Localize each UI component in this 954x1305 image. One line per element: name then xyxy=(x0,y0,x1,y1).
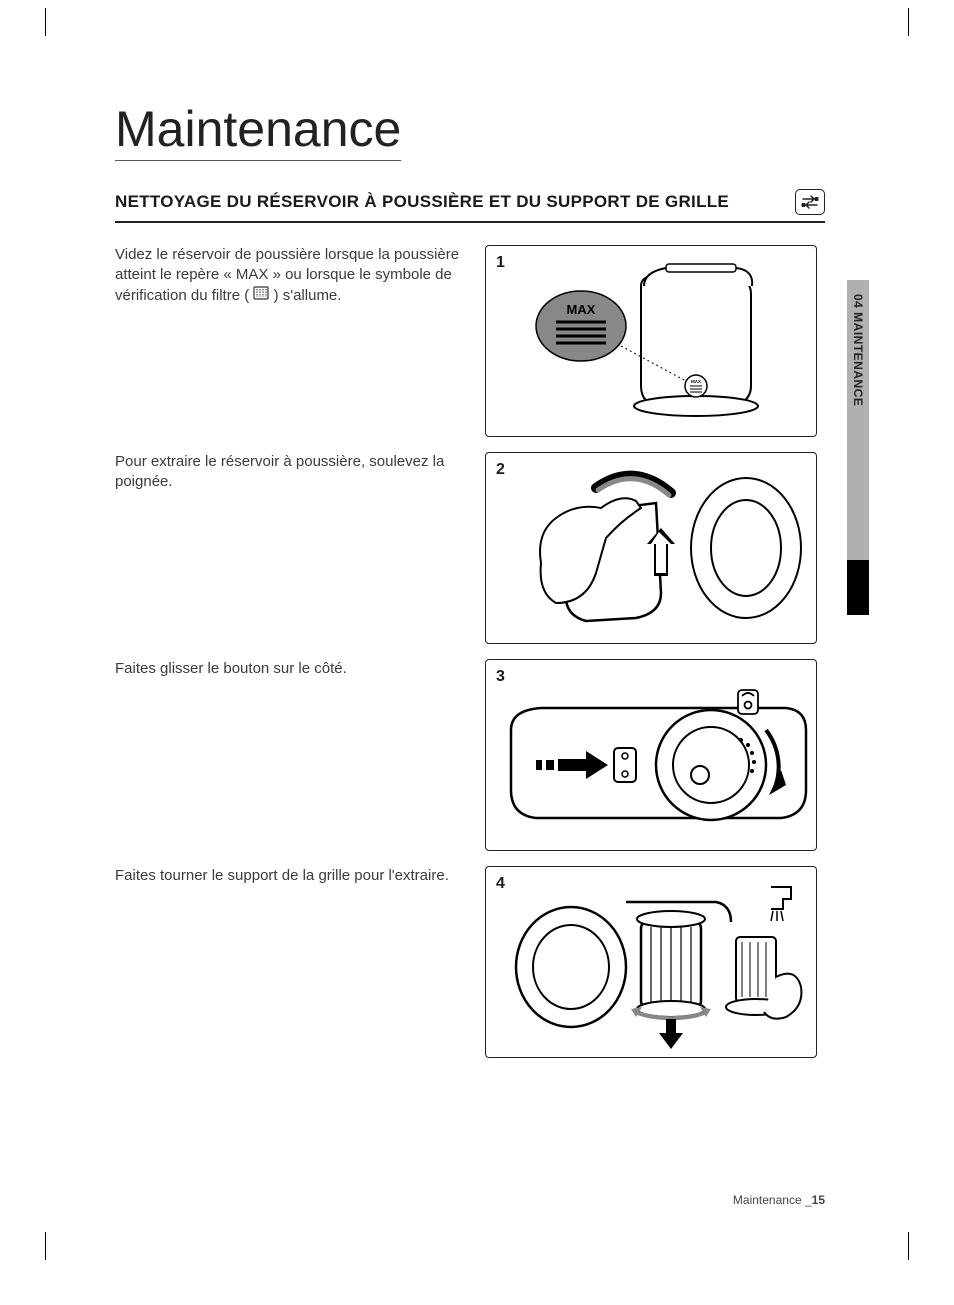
footer-label: Maintenance _ xyxy=(733,1193,812,1207)
figure: 4 xyxy=(485,866,817,1058)
crop-mark xyxy=(45,8,74,36)
figure: 3 xyxy=(485,659,817,851)
step-text: Videz le réservoir de poussière lorsque … xyxy=(115,245,465,306)
indicator-label: MAX xyxy=(691,379,701,384)
figure: 1 MAX xyxy=(485,245,817,437)
crop-mark xyxy=(881,8,909,36)
section-heading-row: NETTOYAGE DU RÉSERVOIR À POUSSIÈRE ET DU… xyxy=(115,189,825,223)
step-text: Faites glisser le bouton sur le côté. xyxy=(115,659,465,679)
figure-number: 3 xyxy=(496,668,505,686)
dustbin-max-illustration: MAX MAX xyxy=(486,246,816,436)
step-text-part: ) s'allume. xyxy=(274,287,342,304)
step-row: Faites glisser le bouton sur le côté. 3 xyxy=(115,659,825,851)
manual-page: 04 MAINTENANCE Maintenance NETTOYAGE DU … xyxy=(0,0,954,1305)
steps-list: Videz le réservoir de poussière lorsque … xyxy=(115,245,825,1058)
step-text: Faites tourner le support de la grille p… xyxy=(115,866,465,886)
figure-number: 4 xyxy=(496,875,505,893)
plug-cycle-icon xyxy=(795,189,825,215)
crop-mark xyxy=(45,1232,73,1260)
callout-label: MAX xyxy=(567,302,596,317)
figure-number: 2 xyxy=(496,461,505,479)
page-footer: Maintenance _15 xyxy=(115,1193,825,1207)
figure: 2 xyxy=(485,452,817,644)
section-heading: NETTOYAGE DU RÉSERVOIR À POUSSIÈRE ET DU… xyxy=(115,192,787,212)
step-text: Pour extraire le réservoir à poussière, … xyxy=(115,452,465,493)
step-row: Faites tourner le support de la grille p… xyxy=(115,866,825,1058)
crop-mark xyxy=(881,1232,909,1260)
content-area: Maintenance NETTOYAGE DU RÉSERVOIR À POU… xyxy=(115,100,825,1058)
page-number: 15 xyxy=(812,1193,825,1207)
page-title: Maintenance xyxy=(115,100,401,161)
side-tab-black xyxy=(847,560,869,615)
slide-button-illustration xyxy=(486,660,816,850)
rotate-grille-illustration xyxy=(486,867,816,1057)
lift-handle-illustration xyxy=(486,453,816,643)
side-tab-gray: 04 MAINTENANCE xyxy=(847,280,869,560)
filter-check-icon xyxy=(253,286,269,306)
figure-number: 1 xyxy=(496,254,505,272)
side-tab: 04 MAINTENANCE xyxy=(847,280,869,615)
step-row: Videz le réservoir de poussière lorsque … xyxy=(115,245,825,437)
step-row: Pour extraire le réservoir à poussière, … xyxy=(115,452,825,644)
side-tab-label: 04 MAINTENANCE xyxy=(851,280,865,406)
